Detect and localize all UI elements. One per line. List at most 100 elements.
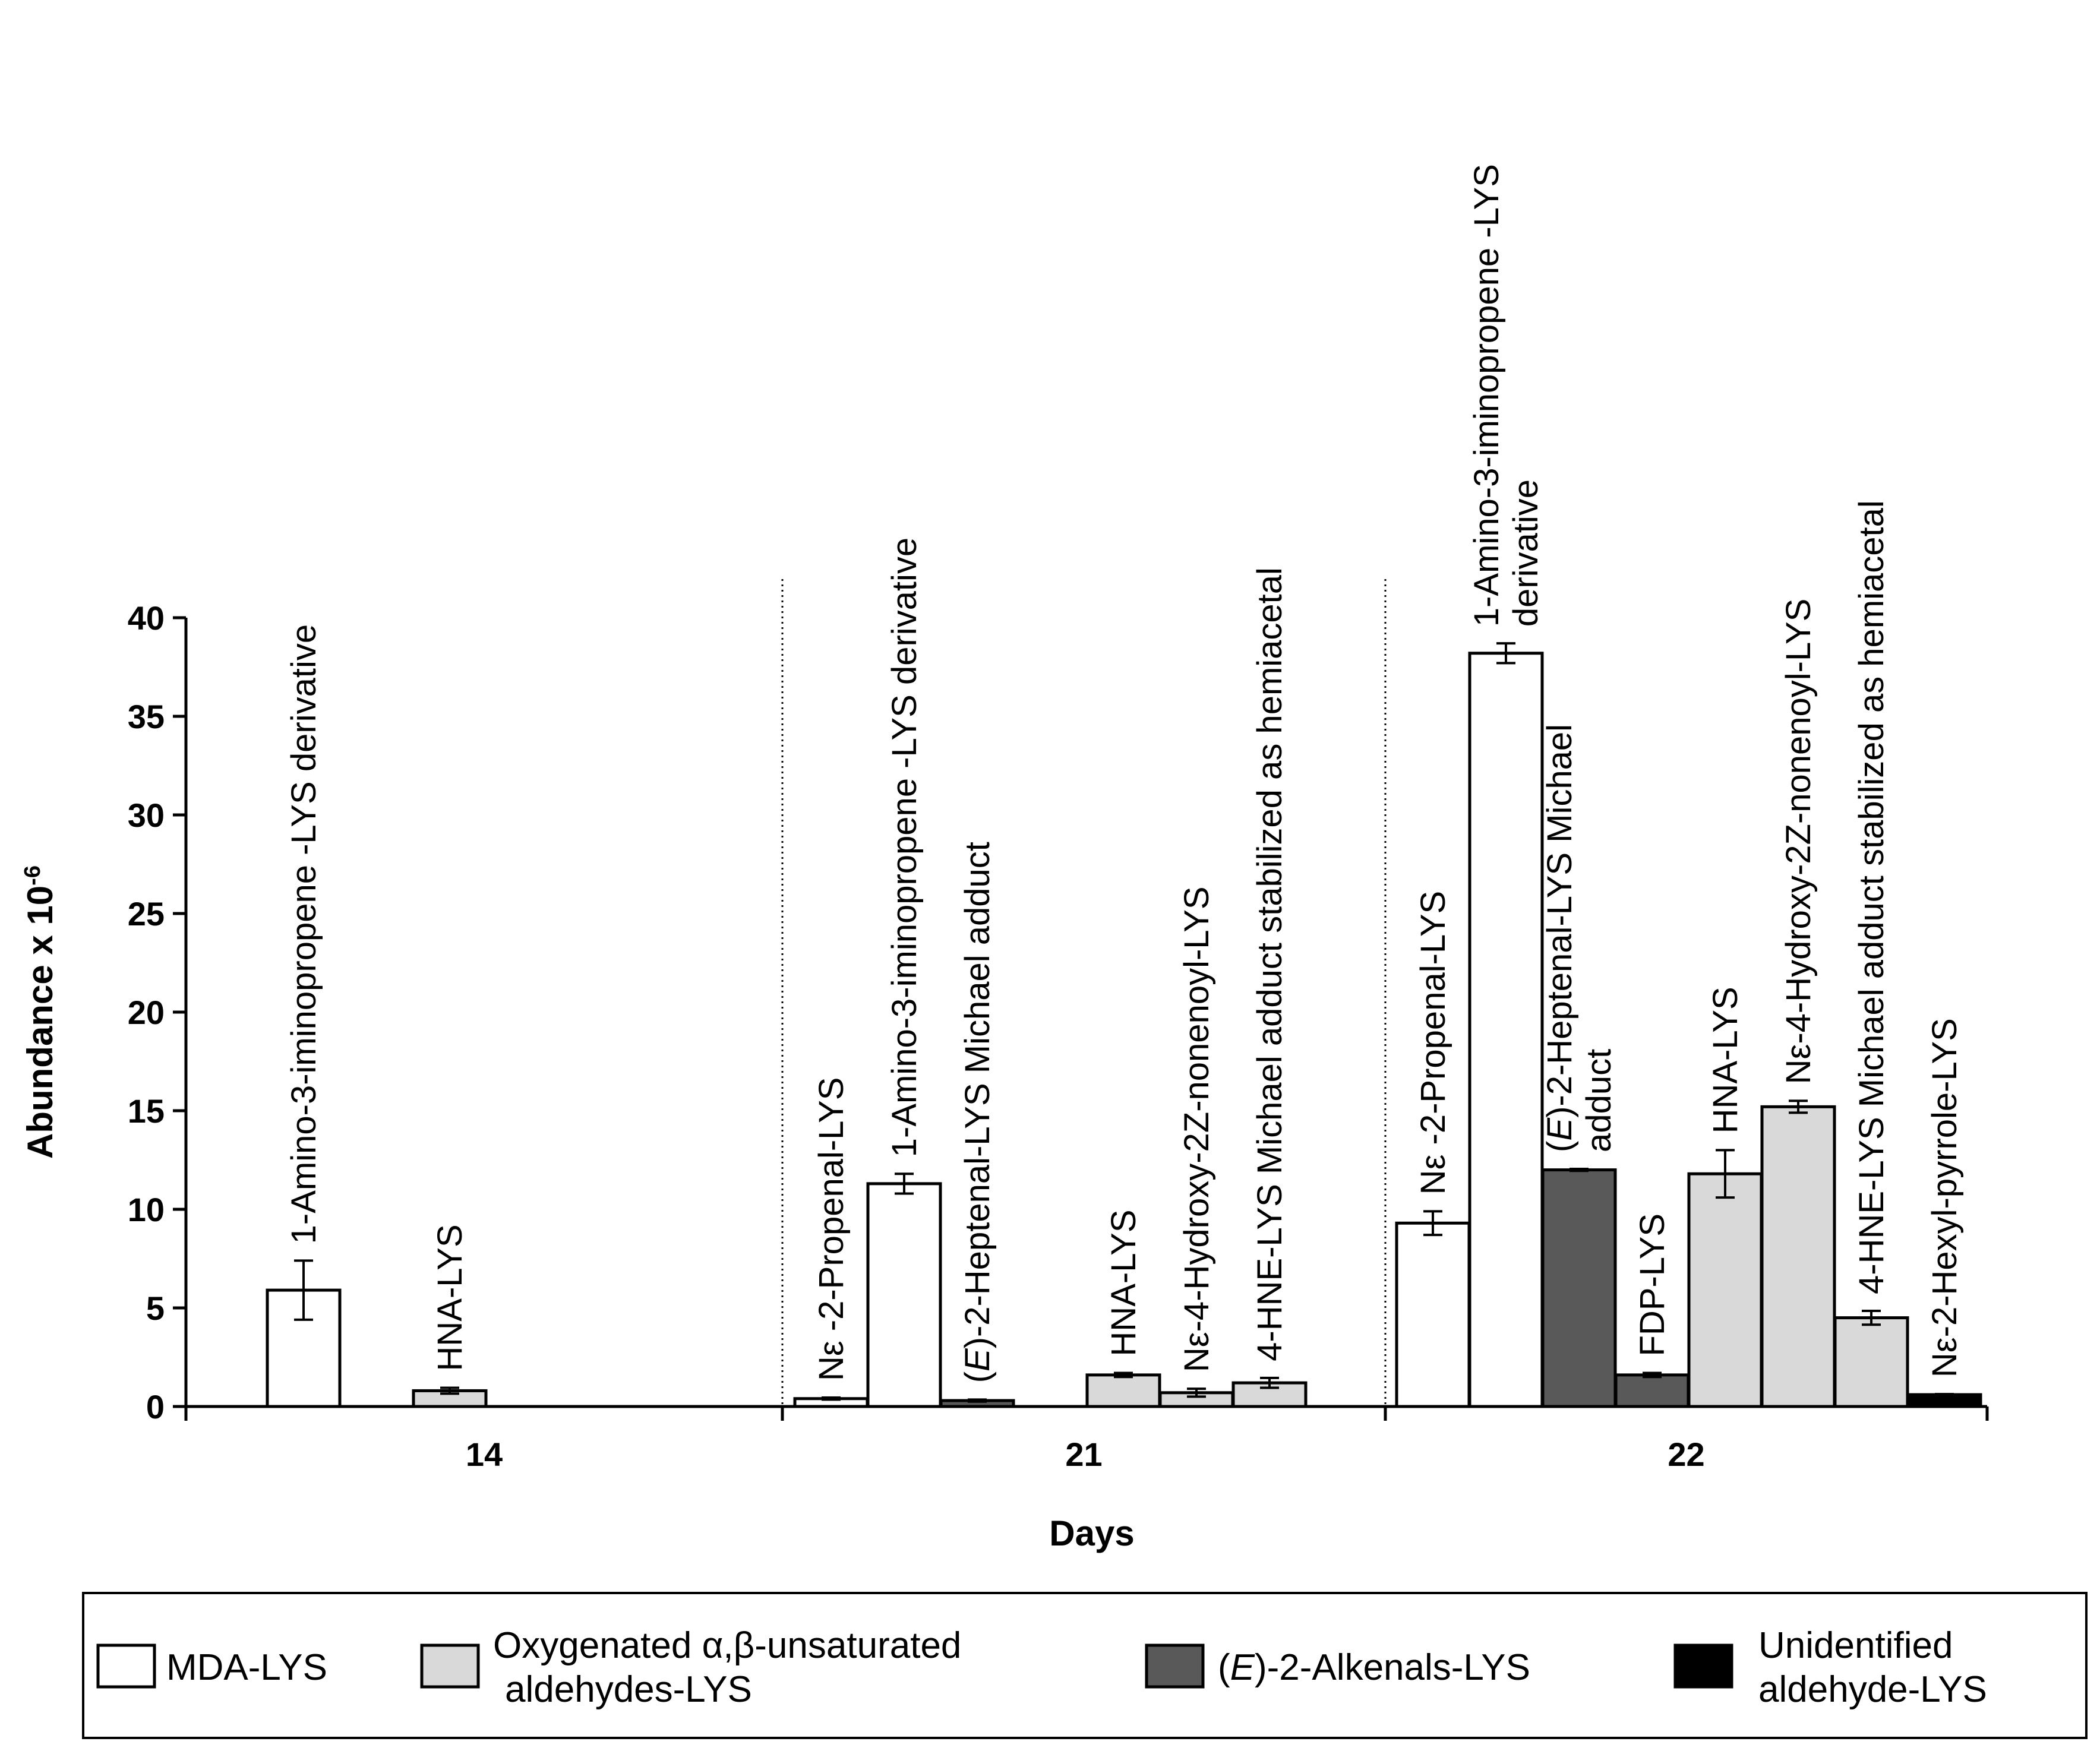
group-day-22	[1395, 642, 1982, 1408]
bar-label: HNA-LYS	[1104, 1209, 1143, 1356]
bar-label: HNA-LYS	[431, 1224, 469, 1371]
legend-swatch	[420, 1643, 480, 1689]
error-bar	[822, 1396, 841, 1401]
bar-label-line: 1-Amino-3-iminopropene -LYS derivative	[285, 624, 323, 1244]
error-bar	[1570, 1167, 1589, 1172]
y-tick-label: 35	[128, 698, 165, 735]
error-bar	[1643, 1371, 1662, 1379]
bar-label-part: (	[958, 1371, 997, 1383]
bar-labels: 1-Amino-3-iminopropene -LYS derivative HN…	[285, 164, 1964, 1383]
bar-label: FDP-LYS	[1633, 1213, 1672, 1357]
error-bar	[1496, 642, 1515, 665]
bar	[1687, 1172, 1763, 1408]
y-axis-title: Abundance x 10-6	[20, 865, 60, 1159]
group-day-21	[793, 1172, 1308, 1408]
legend-swatch	[96, 1643, 156, 1689]
bar-label: 1-Amino-3-iminopropene -LYSderivative	[1467, 164, 1545, 627]
bar	[1833, 1316, 1909, 1408]
y-tick-label: 15	[128, 1092, 165, 1130]
bar	[866, 1182, 942, 1408]
legend-item: (E)-2-Alkenals-LYS	[1145, 1643, 1530, 1689]
legend-label-part: (	[1218, 1647, 1230, 1688]
legend-box	[82, 1592, 2088, 1739]
error-bar	[1423, 1210, 1442, 1237]
bar-label-line: 4-HNE-LYS Michael adduct stabilized as h…	[1250, 567, 1289, 1361]
y-tick-label: 25	[128, 895, 165, 933]
legend-label: aldehydes-LYS	[505, 1669, 752, 1710]
error-bar	[895, 1172, 914, 1195]
bar-label-line: adduct	[1580, 1049, 1618, 1152]
legend-label-part: )-2-Alkenals-LYS	[1255, 1647, 1530, 1688]
y-tick-label: 20	[128, 994, 165, 1031]
error-bar	[1789, 1099, 1808, 1114]
bar	[1468, 652, 1544, 1408]
bar-label-line: Nε-4-Hydroxy-2Z-nonenoyl-LYS	[1779, 599, 1818, 1085]
legend-label-part: E	[1230, 1647, 1255, 1688]
bar-label-part: (	[1540, 1141, 1579, 1152]
bar-label-line: (E)-2-Heptenal-LYS Michael adduct	[958, 842, 997, 1383]
x-axis-title: Days	[1049, 1513, 1134, 1553]
error-bar	[294, 1259, 313, 1321]
bar	[1395, 1221, 1471, 1408]
legend-label: Oxygenated α,β-unsaturated	[493, 1625, 961, 1666]
bar	[1614, 1373, 1690, 1408]
bar-label-part: )-2-Heptenal-LYS Michael	[1540, 724, 1579, 1118]
bar	[1760, 1105, 1836, 1408]
bar-label-line: Nε-2-Hexyl-pyrrole-LYS	[1925, 1018, 1964, 1377]
bar-label: (E)-2-Heptenal-LYS Michael adduct	[958, 842, 997, 1383]
y-tick-label: 40	[128, 599, 165, 637]
legend-label: Unidentified	[1758, 1625, 1953, 1666]
bar-label-line: HNA-LYS	[1104, 1209, 1143, 1356]
error-bar	[440, 1386, 459, 1395]
bar-label-line: derivative	[1507, 479, 1545, 627]
axes: 0 5 10 15 20 25 30 35 40 14 21 22 Days Abundance x 10…	[20, 579, 1989, 1553]
x-tick-label: 22	[1668, 1436, 1704, 1473]
error-bar	[1114, 1371, 1133, 1379]
bar-label: 1-Amino-3-iminopropene -LYS derivative	[285, 624, 323, 1244]
bar-label: 4-HNE-LYS Michael adduct stabilized as h…	[1852, 500, 1891, 1294]
bar-label-line: Nε -2-Propenal-LYS	[812, 1077, 851, 1381]
bar-label: 1-Amino-3-iminopropene -LYS derivative	[885, 538, 924, 1157]
legend-label: (E)-2-Alkenals-LYS	[1218, 1647, 1530, 1688]
error-bar	[1716, 1149, 1735, 1199]
legend-swatch	[1145, 1643, 1205, 1689]
bar	[1085, 1373, 1161, 1408]
legend-item: MDA-LYS	[96, 1643, 327, 1689]
bar-label-part: E	[1540, 1117, 1579, 1141]
error-bar	[1862, 1309, 1881, 1326]
legend-label: MDA-LYS	[166, 1647, 327, 1688]
y-axis-title-text: Abundance x 10	[20, 886, 60, 1159]
error-bar	[1187, 1387, 1206, 1398]
bar-label: Nε-2-Hexyl-pyrrole-LYS	[1925, 1018, 1964, 1377]
bar-label-line: 4-HNE-LYS Michael adduct stabilized as h…	[1852, 500, 1891, 1294]
error-bar	[1260, 1376, 1279, 1389]
bar-label: Nε-4-Hydroxy-2Z-nonenoyl-LYS	[1779, 599, 1818, 1085]
bar-label-line: HNA-LYS	[1706, 987, 1745, 1133]
bar-label: Nε -2-Propenal-LYS	[812, 1077, 851, 1381]
y-tick-label: 0	[146, 1388, 165, 1426]
y-tick-label: 10	[128, 1191, 165, 1228]
bar-label-line: (E)-2-Heptenal-LYS Michael	[1540, 724, 1579, 1152]
bar-label-line: 1-Amino-3-iminopropene -LYS	[1467, 164, 1506, 627]
error-bar	[968, 1398, 987, 1403]
group-day-14	[266, 1259, 488, 1408]
bar-label-line: Nε-4-Hydroxy-2Z-nonenoyl-LYS	[1177, 886, 1216, 1372]
bar-label-line: Nε -2-Propenal-LYS	[1414, 891, 1452, 1195]
bar-label-line: HNA-LYS	[431, 1224, 469, 1371]
x-tick-label: 14	[466, 1436, 503, 1473]
y-axis-title-exponent: -6	[20, 865, 45, 886]
legend-label: aldehyde-LYS	[1758, 1669, 1987, 1710]
bar-label-line: 1-Amino-3-iminopropene -LYS derivative	[885, 538, 924, 1157]
legend-swatch	[1673, 1643, 1733, 1689]
plot-area	[266, 642, 1982, 1408]
bar-label-part: E	[958, 1348, 997, 1371]
bar-label: HNA-LYS	[1706, 987, 1745, 1133]
error-bar	[1935, 1393, 1954, 1397]
x-tick-label: 21	[1065, 1436, 1102, 1473]
bar	[1541, 1168, 1617, 1408]
y-tick-label: 5	[146, 1289, 165, 1327]
